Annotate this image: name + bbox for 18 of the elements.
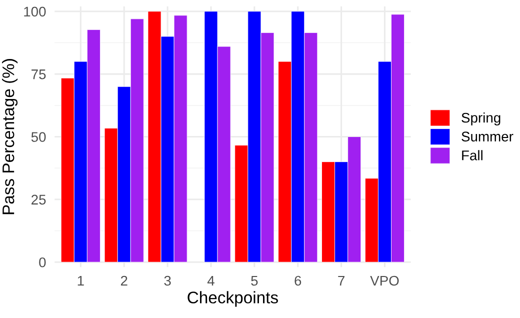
x-tick-label: 2: [120, 276, 128, 286]
x-tick-label: 4: [207, 276, 214, 286]
x-tick-label: VPO: [370, 276, 399, 286]
x-tick-label: 1: [78, 276, 84, 286]
x-tick-label: 3: [164, 276, 171, 286]
y-tick-label: 50: [31, 132, 46, 142]
y-tick-label: 100: [24, 6, 46, 17]
y-tick-label: 0: [39, 257, 46, 268]
y-tick-label: 25: [32, 194, 46, 205]
legend-label: Fall: [462, 150, 482, 160]
x-tick-label: 5: [251, 276, 258, 286]
y-axis-title: Pass Percentage (%): [2, 59, 18, 214]
x-tick-label: 7: [338, 276, 344, 286]
legend-label: Spring: [462, 112, 500, 126]
x-axis-title: Checkpoints: [188, 291, 278, 307]
legend-label: Summer: [462, 132, 514, 142]
x-tick-label: 6: [294, 276, 302, 286]
y-tick-label: 75: [32, 70, 46, 80]
